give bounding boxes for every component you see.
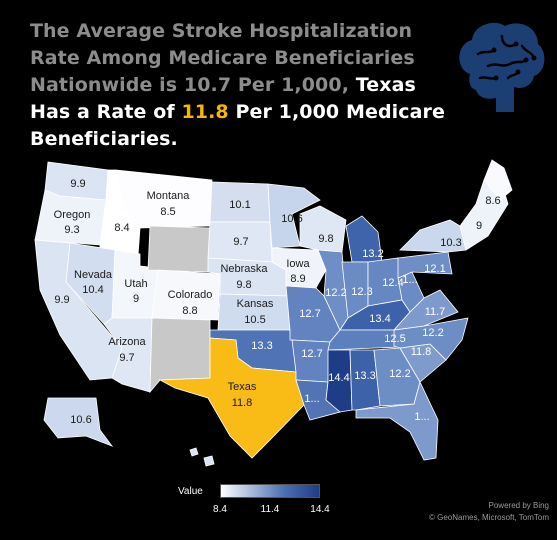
legend: Value 8.4 11.4 14.4 (178, 484, 338, 524)
map-label-mo: 12.7 (299, 308, 320, 320)
state-wisconsin[interactable] (299, 205, 347, 253)
map-label-tn: 12.5 (384, 333, 405, 345)
map-label-ca: 9.9 (54, 294, 69, 306)
state-florida[interactable] (355, 380, 439, 461)
map-label-wi: 9.8 (318, 233, 333, 245)
map-label-oh: 12.4 (382, 277, 403, 289)
map-label-in: 12.3 (351, 286, 372, 298)
map-label-tx: 11.8 (232, 397, 253, 409)
headline-tail: Per 1,000 Medicare Beneficiaries. (30, 101, 446, 150)
state-alaska[interactable] (43, 397, 114, 447)
map-label-az: 9.7 (119, 352, 134, 364)
map-label-ga: 12.2 (389, 368, 410, 380)
map-label-ar: 12.7 (301, 348, 322, 360)
map-label-or: 9.3 (64, 224, 79, 236)
map-label-wa: 9.9 (70, 178, 85, 190)
legend-title: Value (178, 486, 203, 497)
map-label-nh: 9 (476, 220, 482, 232)
map-label-ia_name: Iowa (286, 258, 310, 270)
state-alabama[interactable] (349, 349, 381, 411)
map-label-sd: 9.7 (233, 236, 248, 248)
map-label-ms: 14.4 (328, 372, 349, 384)
map-label-mt: 8.5 (160, 206, 175, 218)
brain-icon (459, 22, 545, 112)
credits-bing: Powered by Bing (488, 501, 549, 510)
state-colorado[interactable] (151, 269, 221, 321)
map-label-az_name: Arizona (108, 336, 146, 348)
map-credits: Powered by Bing © GeoNames, Microsoft, T… (429, 500, 549, 524)
legend-mid: 11.4 (260, 504, 280, 515)
map-label-or_name: Oregon (54, 209, 91, 221)
state-value-labels: 9.9 Oregon 9.3 8.4 Montana 8.5 10.1 10.6 8.6 9 9.8… (54, 178, 501, 426)
map-label-ne_name: Nebraska (220, 263, 268, 275)
map-label-nv_name: Nevada (74, 269, 113, 281)
map-label-me: 8.6 (485, 195, 500, 207)
map-label-mi: 13.2 (362, 248, 383, 260)
map-label-mt_name: Montana (147, 190, 191, 202)
map-label-ia: 8.9 (290, 273, 305, 285)
credits-geonames: © GeoNames, Microsoft, TomTom (429, 513, 549, 522)
state-texas[interactable] (158, 337, 305, 459)
map-label-ok: 13.3 (251, 340, 272, 352)
state-minnesota[interactable] (267, 183, 321, 249)
map-label-ne: 9.8 (236, 279, 251, 291)
headline-texas-rate: 11.8 (181, 101, 229, 123)
map-label-tx_name: Texas (228, 381, 257, 393)
map-label-ks: 10.5 (244, 314, 265, 326)
map-label-nc: 12.2 (422, 327, 443, 339)
map-label-ut: 9 (133, 293, 139, 305)
state-wyoming[interactable] (147, 225, 211, 273)
state-hawaii[interactable] (189, 447, 215, 467)
map-label-sc: 11.8 (411, 346, 432, 358)
state-michigan[interactable] (345, 215, 383, 263)
state-pennsylvania[interactable] (397, 251, 453, 279)
map-label-al: 13.3 (354, 370, 375, 382)
map-label-ut_name: Utah (124, 278, 147, 290)
legend-max: 14.4 (310, 504, 330, 515)
map-label-wv: 1... (402, 274, 417, 286)
map-label-id: 8.4 (114, 222, 129, 234)
map-label-nd: 10.1 (229, 199, 250, 211)
state-arkansas[interactable] (291, 339, 331, 383)
headline: The Average Stroke Hospitalization Rate … (30, 18, 450, 153)
map-label-mn: 10.6 (281, 213, 302, 225)
map-label-ak: 10.6 (70, 414, 91, 426)
map-label-va: 11.7 (425, 306, 446, 318)
map-label-pa: 12.1 (424, 263, 445, 275)
map-label-fl: 1... (414, 411, 429, 423)
map-label-il: 12.2 (325, 287, 346, 299)
map-label-co_name: Colorado (168, 289, 213, 301)
map-label-ks_name: Kansas (237, 298, 274, 310)
legend-min: 8.4 (213, 504, 227, 515)
headline-texas: Texas Has a Rate of (30, 74, 416, 123)
map-label-co: 8.8 (182, 305, 197, 317)
state-west-virginia[interactable] (397, 271, 425, 313)
map-label-la: 1... (304, 393, 319, 405)
map-label-ky: 13.4 (369, 313, 390, 325)
map-label-nv: 10.4 (82, 284, 103, 296)
map-label-ny: 10.3 (440, 237, 461, 249)
state-north-carolina[interactable] (393, 317, 469, 361)
state-maine[interactable] (483, 159, 513, 201)
headline-intro: The Average Stroke Hospitalization Rate … (30, 20, 415, 96)
legend-color-scale (220, 484, 320, 498)
